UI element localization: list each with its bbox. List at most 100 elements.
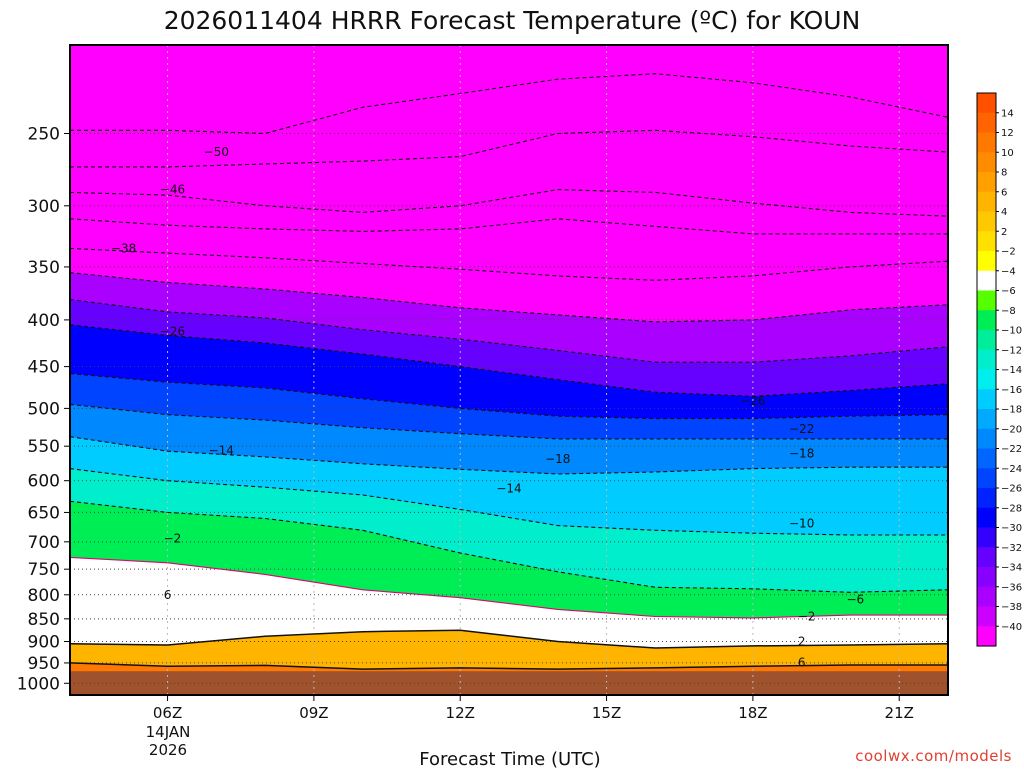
contour-label: −6 [846, 593, 864, 607]
colorbar-swatch [977, 112, 996, 134]
contour-label: −2 [164, 531, 182, 545]
temp-band [70, 218, 948, 281]
contour-label: −26 [160, 325, 185, 339]
colorbar-swatch [977, 152, 996, 173]
colorbar-swatch [977, 468, 996, 489]
colorbar-tick-label: 14 [1001, 108, 1014, 119]
y-tick-label: 700 [28, 533, 60, 553]
colorbar-tick-label: −40 [1001, 622, 1022, 633]
contour-label: −38 [111, 241, 136, 255]
colorbar-tick-label: −32 [1001, 543, 1022, 554]
contour-label: −10 [789, 516, 814, 530]
colorbar-swatch [977, 507, 996, 529]
colorbar-swatch [977, 290, 996, 311]
x-tick-label: 15Z [592, 704, 621, 722]
colorbar-tick-label: −20 [1001, 424, 1022, 435]
temp-band [70, 557, 948, 648]
colorbar-swatch [977, 527, 996, 548]
contour-label: 2 [798, 634, 806, 648]
temp-band [70, 45, 948, 134]
grid-lines [70, 45, 948, 695]
y-tick-label: 250 [28, 124, 60, 144]
colorbar-tick-label: −26 [1001, 484, 1022, 495]
contour-line [70, 662, 948, 670]
colorbar-tick-label: −2 [1001, 247, 1016, 258]
temp-band [70, 404, 948, 474]
y-tick-label: 450 [28, 358, 60, 378]
y-tick-label: 550 [28, 437, 60, 457]
colorbar-swatch [977, 231, 996, 252]
x-tick-label: 12Z [446, 704, 475, 722]
colorbar-swatch [977, 606, 996, 627]
contour-label: −18 [545, 452, 570, 466]
temp-band [70, 373, 948, 439]
y-tick-label: 400 [28, 311, 60, 331]
colorbar-tick-label: 4 [1001, 207, 1007, 218]
colorbar-tick-label: 10 [1001, 148, 1014, 159]
temp-band [70, 248, 948, 322]
plot-frame [69, 44, 949, 696]
temp-band [70, 630, 948, 670]
contour-line [70, 500, 948, 593]
x-tick-label: 18Z [738, 704, 767, 722]
y-tick-label: 900 [28, 632, 60, 652]
contour-label: −18 [789, 446, 814, 460]
contour-line [70, 556, 948, 619]
colorbar-tick-label: 2 [1001, 227, 1007, 238]
colorbar-tick-label: −16 [1001, 385, 1022, 396]
contour-line [70, 73, 948, 135]
temp-band [70, 272, 948, 363]
colorbar-tick-label: −6 [1001, 286, 1016, 297]
colorbar-tick-label: 6 [1001, 187, 1007, 198]
date-label-year: 2026 [149, 741, 187, 759]
colorbar-tick-label: −12 [1001, 345, 1022, 356]
pressure-axis: 2503003504004505005506006507007508008509… [17, 124, 70, 694]
colorbar-swatch [977, 270, 996, 292]
contour-line [70, 436, 948, 475]
colorbar-swatch [977, 349, 996, 371]
colorbar-swatch [977, 409, 996, 430]
credit-link[interactable]: coolwx.com/models [855, 747, 1012, 765]
colorbar-swatch [977, 251, 996, 272]
colorbar-tick-label: −10 [1001, 326, 1022, 337]
y-tick-label: 1000 [17, 674, 60, 694]
colorbar-swatch [977, 132, 996, 153]
y-tick-label: 850 [28, 610, 60, 630]
colorbar-tick-label: −22 [1001, 444, 1022, 455]
y-tick-label: 300 [28, 197, 60, 217]
contour-label: 6 [798, 656, 806, 670]
colorbar-swatch [977, 389, 996, 410]
colorbar-tick-label: 8 [1001, 168, 1007, 179]
colorbar-tick-label: −24 [1001, 464, 1022, 475]
temp-band [70, 436, 948, 535]
temp-band [70, 130, 948, 217]
contour-label: −22 [789, 422, 814, 436]
y-tick-label: 650 [28, 503, 60, 523]
y-tick-label: 800 [28, 586, 60, 606]
contour-line [70, 298, 948, 363]
contour-labels: −50−46−38−26−26−22−18−18−14−14−10−2−6−26… [111, 145, 864, 669]
x-tick-label: 09Z [299, 704, 328, 722]
x-tick-label: 06Z [153, 704, 182, 722]
colorbar-swatch [977, 586, 996, 608]
contour-label: −14 [209, 443, 234, 457]
contour-lines [70, 73, 948, 670]
colorbar-tick-label: −34 [1001, 563, 1022, 574]
colorbar-tick-label: −38 [1001, 602, 1022, 613]
y-tick-label: 350 [28, 258, 60, 278]
colorbar-tick-label: −8 [1001, 306, 1016, 317]
contour-line [70, 468, 948, 536]
colorbar-tick-label: −18 [1001, 405, 1022, 416]
x-axis-label: Forecast Time (UTC) [419, 749, 600, 768]
contour-label: −2 [798, 609, 816, 623]
colorbar-swatch [977, 330, 996, 351]
temperature-field [70, 45, 948, 695]
y-tick-label: 500 [28, 399, 60, 419]
colorbar-swatch [977, 428, 996, 450]
temp-band [70, 324, 948, 419]
colorbar-tick-label: −28 [1001, 503, 1022, 514]
colorbar: 14 12 10 8 6 4 2 −2 −4 −6 −8 −10 −12 −14 −16 −18 −20 −22 −… [976, 92, 1022, 647]
colorbar-swatch [977, 211, 996, 232]
y-tick-label: 950 [28, 654, 60, 674]
